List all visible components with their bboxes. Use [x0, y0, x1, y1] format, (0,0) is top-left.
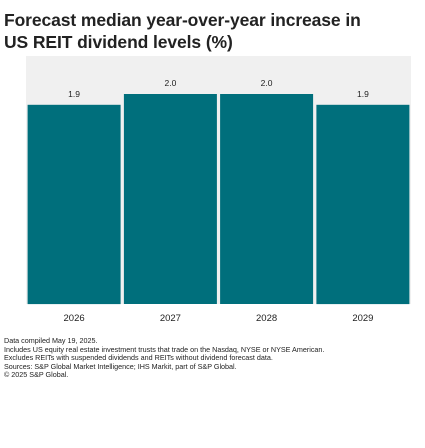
value-label-2029: 1.9: [357, 89, 369, 99]
bar-2029: [316, 104, 410, 305]
value-label-2027: 2.0: [164, 78, 176, 88]
x-tick-label-2027: 2027: [160, 313, 181, 324]
x-axis-labels-group: 2026 2027 2028 2029: [64, 313, 374, 324]
chart-title-line-1: Forecast median year-over-year increase …: [4, 10, 361, 30]
footnote-data-compiled: Data compiled May 19, 2025.: [4, 336, 98, 345]
bar-2027: [123, 94, 217, 304]
bar-chart: 1.9 2.0 2.0 1.9 2026 2027 2028 2029: [26, 56, 411, 324]
value-label-2028: 2.0: [261, 78, 273, 88]
footnote-copyright: © 2025 S&P Global.: [4, 370, 69, 380]
value-labels-group: 1.9 2.0 2.0 1.9: [68, 78, 369, 99]
chart-title: Forecast median year-over-year increase …: [4, 9, 414, 53]
value-label-2026: 1.9: [68, 89, 80, 99]
footnotes: Data compiled May 19, 2025. Includes US …: [4, 336, 422, 380]
footnote-excludes: Excludes REITs with suspended dividends …: [4, 353, 273, 363]
footnote-sources: Sources: S&P Global Market Intelligence;…: [4, 361, 237, 371]
x-tick-label-2026: 2026: [64, 313, 85, 324]
bars-group: [27, 94, 410, 305]
chart-title-line-2: US REIT dividend levels (%): [4, 32, 233, 52]
bar-2026: [27, 104, 121, 305]
footnote-includes: Includes US equity real estate investmen…: [4, 344, 325, 354]
x-tick-label-2029: 2029: [352, 313, 373, 324]
bar-2028: [220, 94, 314, 304]
x-tick-label-2028: 2028: [256, 313, 277, 324]
